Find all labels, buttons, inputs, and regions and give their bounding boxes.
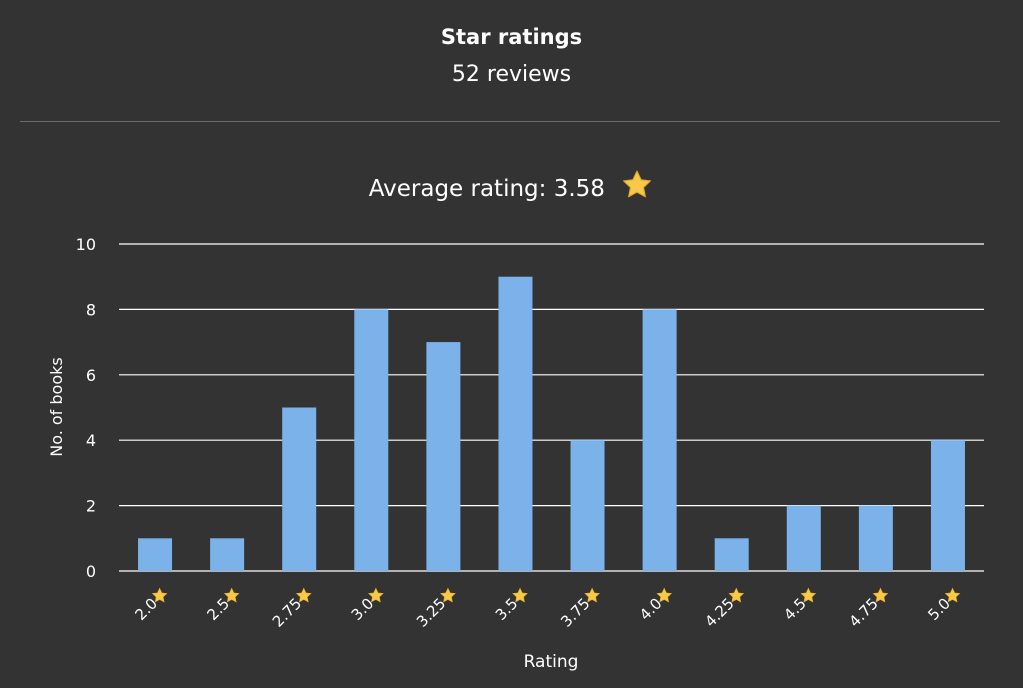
x-axis-ticks: 2.0 2.5 2.75 3.0 3.25 3.5 3.75 4.0 4.25 4.5 4.75 5.… (131, 587, 961, 631)
bar (354, 309, 389, 571)
bar (714, 538, 749, 571)
y-axis-ticks: 0 2 4 6 8 10 (76, 235, 96, 581)
bar (498, 276, 533, 571)
y-tick-label: 0 (86, 562, 96, 581)
x-tick: 3.25 (413, 587, 456, 631)
star-icon (872, 587, 889, 603)
y-axis-label: No. of books (47, 357, 66, 457)
average-rating-label: Average rating: 3.58 (368, 176, 605, 202)
review-count: 52 reviews (451, 62, 572, 87)
y-tick-label: 4 (86, 431, 96, 450)
y-tick-label: 8 (86, 300, 96, 319)
x-tick: 5.0 (924, 587, 961, 624)
star-icon (656, 587, 673, 603)
x-tick: 2.75 (269, 587, 312, 631)
star-icon (512, 587, 528, 603)
star-icon (151, 587, 168, 603)
bar (282, 407, 317, 571)
page-title: Star ratings (440, 25, 583, 49)
star-icon (800, 587, 817, 603)
x-tick: 3.75 (557, 587, 600, 631)
bar (858, 505, 893, 571)
x-tick: 3.0 (348, 587, 384, 624)
x-tick: 3.5 (492, 587, 528, 624)
bars (138, 276, 965, 571)
star-icon (584, 587, 600, 603)
star-icon (620, 168, 654, 208)
x-tick: 4.75 (846, 587, 889, 631)
x-tick: 2.5 (204, 587, 240, 624)
x-tick: 4.5 (780, 587, 817, 624)
y-tick-label: 10 (76, 235, 96, 254)
bar (570, 440, 605, 571)
x-tick: 2.0 (131, 587, 168, 624)
star-icon (944, 587, 961, 603)
divider (20, 121, 1000, 122)
star-icon (223, 587, 240, 603)
gridlines (119, 243, 984, 572)
bar (786, 505, 821, 571)
y-tick-label: 6 (86, 366, 96, 385)
star-icon (728, 587, 745, 603)
bar (210, 538, 245, 571)
x-tick: 4.25 (701, 587, 745, 631)
average-rating: Average rating: 3.58 (0, 168, 1023, 208)
y-tick-label: 2 (86, 497, 96, 516)
star-icon (368, 587, 384, 603)
bar (138, 538, 173, 571)
bar (642, 309, 677, 571)
bar (426, 342, 461, 571)
star-icon (440, 587, 456, 603)
x-tick: 4.0 (636, 587, 673, 624)
bar (930, 440, 965, 571)
x-axis-label: Rating (524, 652, 579, 672)
star-icon (295, 587, 312, 603)
